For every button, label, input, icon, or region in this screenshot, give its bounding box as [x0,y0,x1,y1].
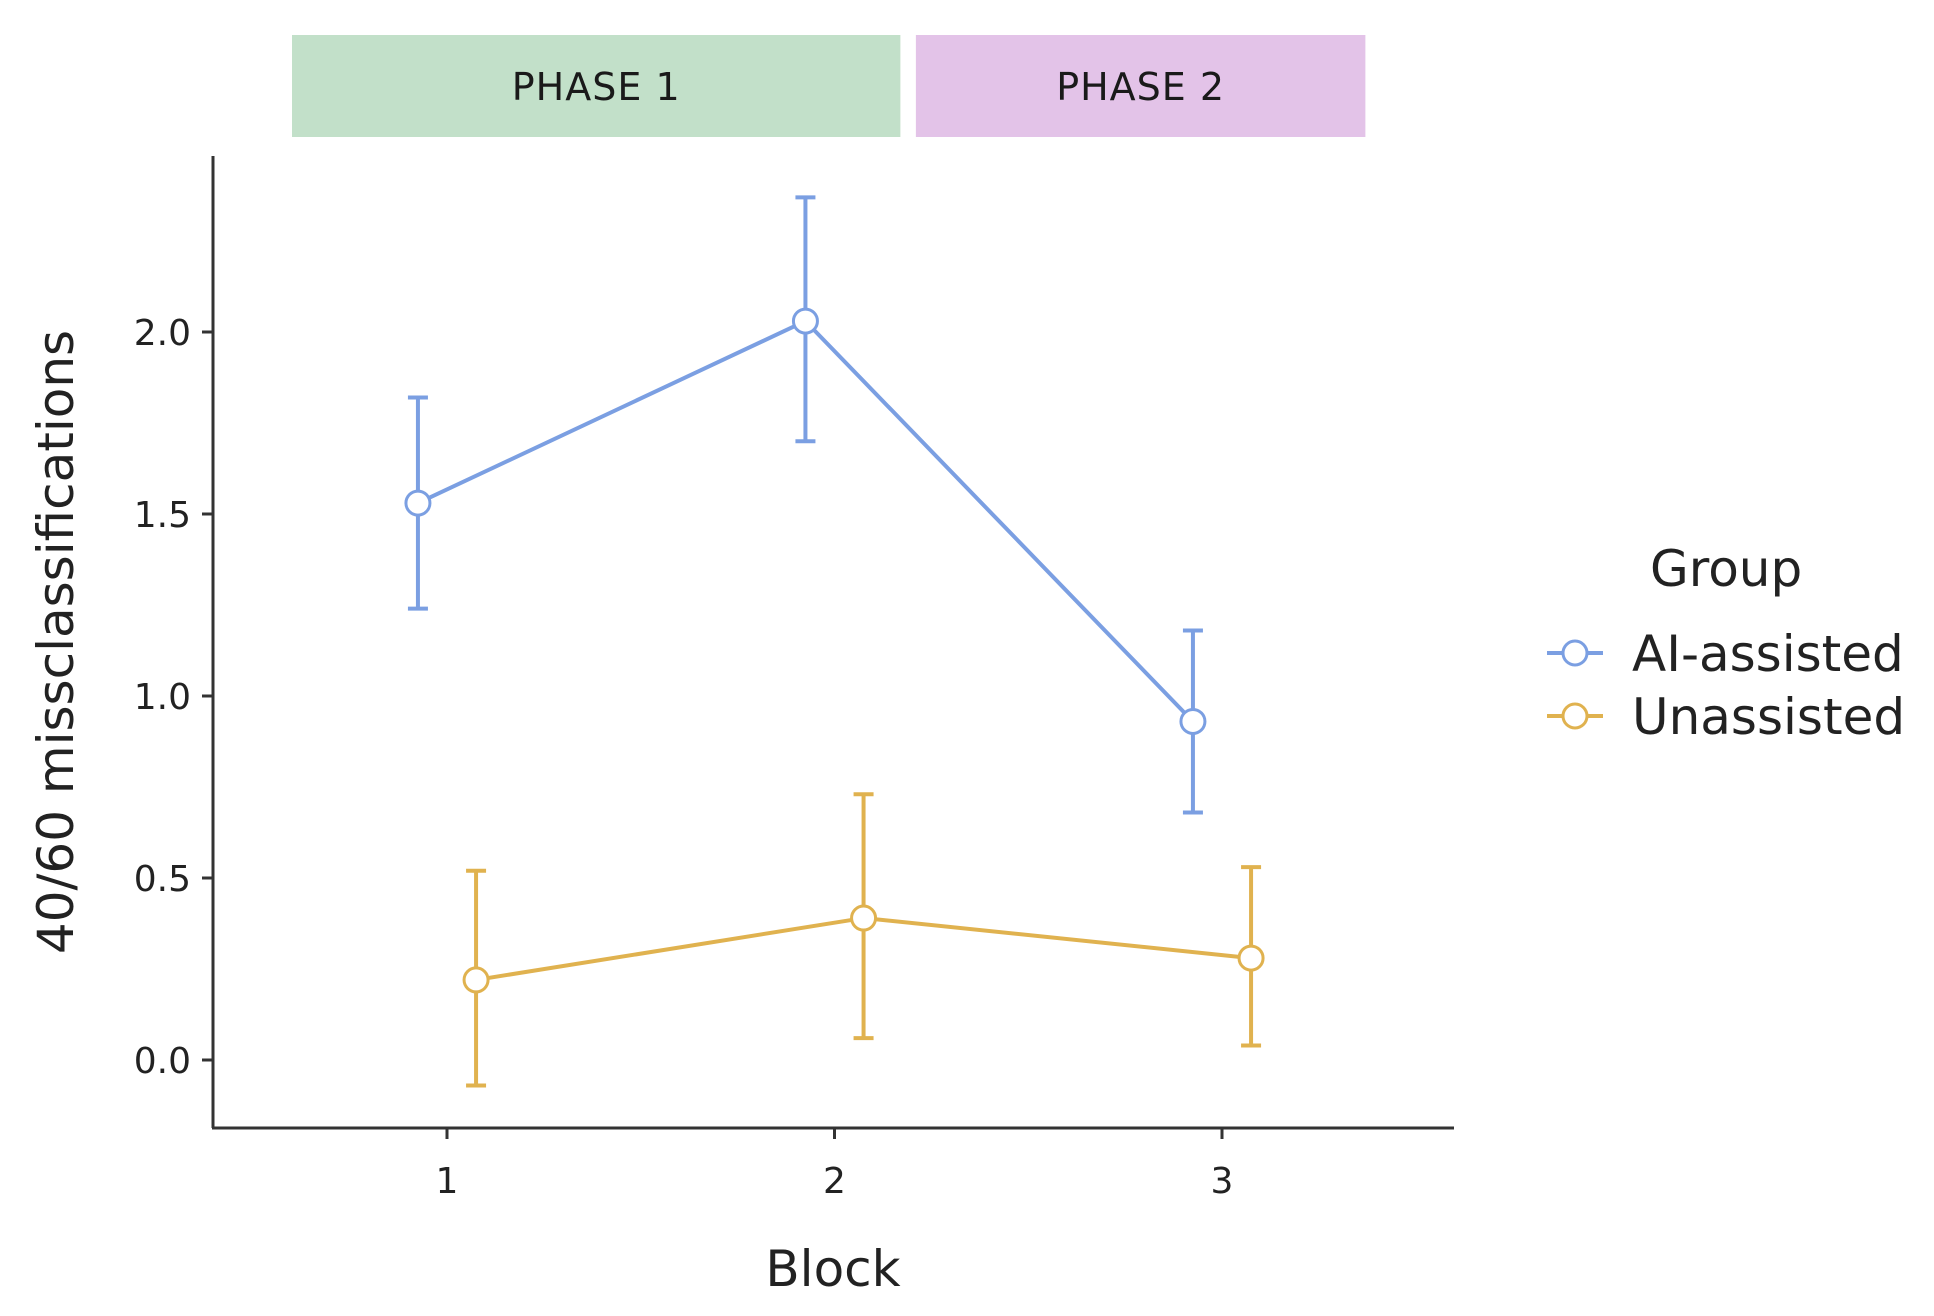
phase-label-2: PHASE 2 [1056,65,1225,109]
data-point-ai-assisted-2 [791,307,819,335]
data-point-unassisted-2 [850,904,878,932]
data-point-ai-assisted-1 [404,489,432,517]
phase-label-1: PHASE 1 [512,65,681,109]
y-tick-label-2: 1.0 [134,677,191,718]
legend-key-marker [1561,639,1589,667]
data-point-unassisted-1 [462,966,490,994]
x-tick-label-1: 1 [436,1161,459,1202]
axes [211,156,1454,1130]
legend-key-marker [1561,702,1589,730]
x-ticks: 1 2 3 [436,1128,1234,1202]
x-axis-title: Block [765,1240,900,1298]
y-tick-label-1: 0.5 [134,859,191,900]
data-point-unassisted-3 [1237,944,1265,972]
x-tick-label-3: 3 [1211,1161,1234,1202]
legend-item-ai-assisted: AI-assisted [1547,625,1904,683]
series-layer [404,195,1265,1088]
phase-band-1 [292,35,901,137]
y-tick-label-4: 2.0 [134,313,191,354]
legend-label-ai-assisted: AI-assisted [1632,625,1904,683]
series-ai-assisted [404,195,1207,815]
data-point-ai-assisted-3 [1179,707,1207,735]
y-tick-label-3: 1.5 [134,495,191,536]
phase-strip: PHASE 1 PHASE 2 [292,35,1366,137]
y-ticks: 0.0 0.5 1.0 1.5 2.0 [134,313,213,1082]
series-unassisted [462,792,1265,1088]
y-tick-label-0: 0.0 [134,1041,191,1082]
y-axis-title: 40/60 missclassifications [27,330,85,954]
phase-band-2 [915,35,1366,137]
legend-label-unassisted: Unassisted [1632,688,1905,746]
legend-item-unassisted: Unassisted [1547,688,1905,746]
legend-title: Group [1650,540,1802,598]
x-tick-label-2: 2 [823,1161,846,1202]
